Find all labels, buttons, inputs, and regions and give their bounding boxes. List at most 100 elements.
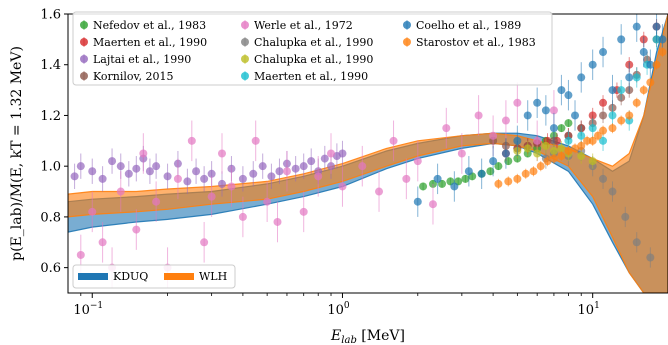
data-point — [98, 238, 107, 247]
data-point — [632, 22, 641, 31]
data-point — [457, 149, 466, 158]
data-point — [200, 174, 209, 183]
data-point — [557, 144, 566, 153]
data-point — [571, 111, 580, 120]
legend-marker — [241, 21, 249, 29]
data-point — [533, 136, 542, 145]
data-point — [486, 167, 495, 176]
data-point — [132, 225, 141, 234]
data-point — [375, 187, 384, 196]
data-point — [513, 174, 522, 183]
data-point — [464, 167, 473, 176]
data-point — [564, 146, 573, 155]
data-point — [477, 169, 486, 178]
band-legend-label: KDUQ — [113, 270, 148, 283]
data-point — [291, 164, 300, 173]
data-point — [139, 149, 148, 158]
data-point — [632, 73, 641, 82]
data-point — [249, 169, 258, 178]
data-point — [588, 136, 597, 145]
data-point — [577, 131, 586, 140]
data-point — [646, 60, 655, 69]
data-point — [608, 124, 617, 133]
data-point — [564, 91, 573, 100]
data-point — [625, 111, 634, 120]
series-2 — [70, 140, 347, 197]
legend-box — [72, 11, 553, 86]
data-point — [187, 136, 196, 145]
data-point — [533, 98, 542, 107]
data-point — [108, 157, 117, 166]
legend-label: Lajtai et al., 1990 — [93, 53, 191, 66]
data-point — [557, 86, 566, 95]
data-point — [282, 167, 291, 176]
data-point — [632, 98, 641, 107]
legend-label: Maerten et al., 1990 — [93, 36, 207, 49]
data-point — [207, 169, 216, 178]
data-point — [461, 174, 470, 183]
data-point — [513, 136, 522, 145]
x-tick-exponent: −1 — [90, 301, 103, 311]
data-point — [402, 174, 411, 183]
data-point — [124, 169, 133, 178]
legend-label: Coelho et al., 1989 — [416, 19, 521, 32]
data-point — [132, 164, 141, 173]
data-point — [652, 22, 661, 31]
legend-label: Starostov et al., 1983 — [416, 36, 536, 49]
data-point — [273, 217, 282, 226]
data-point — [632, 238, 641, 247]
data-point — [564, 119, 573, 128]
data-point — [413, 197, 422, 206]
series-6 — [513, 138, 597, 169]
data-point — [543, 157, 552, 166]
data-point — [338, 182, 347, 191]
data-point — [646, 78, 655, 87]
data-point — [389, 136, 398, 145]
x-tick-label: 10−1 — [73, 301, 103, 318]
band-legend-label: WLH — [199, 270, 227, 283]
data-point — [521, 169, 530, 178]
data-point — [608, 86, 617, 95]
data-point — [549, 124, 558, 133]
data-point — [251, 136, 260, 145]
data-point — [320, 154, 329, 163]
band-legend-swatch — [78, 273, 108, 280]
data-point — [501, 149, 510, 158]
data-point — [145, 167, 154, 176]
data-point — [238, 212, 247, 221]
band-legend-box — [72, 264, 236, 289]
y-axis-label: p(E_lab)/M(E, kT = 1.32 MeV) — [9, 46, 25, 261]
y-tick-label: 1.0 — [40, 160, 61, 175]
x-tick-label: 100 — [327, 301, 350, 318]
data-point — [588, 124, 597, 133]
data-point — [207, 192, 216, 201]
x-axis-label: Elab [MeV] — [330, 328, 405, 345]
data-point — [70, 172, 79, 181]
data-point — [217, 179, 226, 188]
data-point — [267, 172, 276, 181]
y-tick-label: 1.4 — [40, 58, 61, 73]
data-point — [450, 182, 459, 191]
data-point — [275, 167, 284, 176]
data-point — [652, 60, 661, 69]
data-point — [588, 157, 597, 166]
data-point — [529, 167, 538, 176]
data-point — [98, 174, 107, 183]
data-point — [442, 124, 451, 133]
data-point — [599, 98, 608, 107]
data-point — [617, 116, 626, 125]
data-point — [474, 111, 483, 120]
data-point — [599, 48, 608, 57]
data-point — [608, 111, 617, 120]
data-point — [549, 106, 558, 115]
legend-label: Chalupka et al., 1990 — [254, 53, 373, 66]
data-point — [238, 174, 247, 183]
data-point — [489, 157, 498, 166]
legend-marker — [241, 38, 249, 46]
data-points — [70, 14, 667, 288]
data-point — [227, 182, 236, 191]
data-point — [513, 98, 522, 107]
series-8 — [413, 14, 667, 217]
data-point — [88, 167, 97, 176]
